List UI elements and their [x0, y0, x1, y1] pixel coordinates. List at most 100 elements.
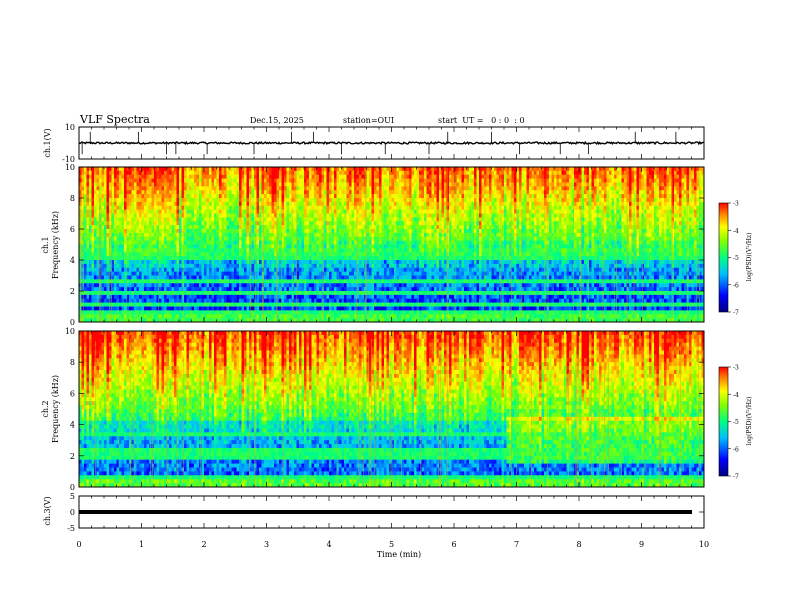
ch1-spectrogram-cell — [509, 229, 512, 234]
ch1-spectrogram-cell — [639, 236, 642, 242]
ch1-spectrogram-cell — [261, 174, 265, 180]
ch1-spectrogram-cell — [306, 229, 310, 234]
ch1-spectrogram-cell — [649, 213, 652, 218]
ch1-spectrogram-cell — [156, 236, 160, 242]
ch1-spectrogram-cell — [449, 182, 452, 187]
ch1-spectrogram-cell — [614, 229, 617, 234]
ch1-spectrogram-cell — [264, 190, 267, 195]
ch1-spectrogram-cell — [379, 213, 382, 218]
ch1-spectrogram-cell — [601, 174, 605, 180]
ch1-spectrogram-cell — [616, 170, 620, 176]
ch1-spectrogram-cell — [181, 186, 185, 191]
ch1-spectrogram-cell — [124, 167, 127, 172]
ch1-spectrogram-cell — [109, 170, 112, 176]
ch1-spectrogram-cell — [176, 194, 180, 199]
ch1-spectrogram-cell — [244, 201, 247, 207]
ch1-spectrogram-cell — [91, 221, 95, 226]
ch1-spectrogram-cell — [106, 167, 110, 172]
ch1-spectrogram-cell — [186, 232, 190, 238]
ch1-spectrogram-cell — [256, 236, 260, 242]
ch1-spectrogram-cell — [124, 194, 127, 199]
ch1-spectrogram-cell — [339, 174, 342, 180]
ch1-spectrogram-cell — [204, 229, 207, 234]
ch1-spectrogram-cell — [369, 190, 372, 195]
ch1-spectrogram-cell — [631, 213, 635, 218]
ch1-spectrogram-cell — [126, 178, 130, 183]
ch1-spectrogram-cell — [191, 205, 195, 211]
ch1-spectrogram-cell — [396, 190, 400, 195]
ch1-spectrogram-cell — [349, 240, 352, 245]
ch1-spectrogram-cell — [381, 209, 385, 214]
ch1-spectrogram-cell — [409, 186, 412, 191]
ch1-spectrogram-cell — [429, 170, 432, 176]
ch1-spectrogram-cell — [671, 232, 675, 238]
ch1-spectrogram-cell — [154, 213, 157, 218]
ch1-spectrogram-cell — [356, 170, 360, 176]
ch1-spectrogram-cell — [214, 194, 217, 199]
ch1-spectrogram-cell — [361, 240, 365, 245]
ch1-spectrogram-cell — [111, 213, 115, 218]
ch1-spectrogram-cell — [361, 201, 365, 207]
ch1-spectrogram-cell — [149, 170, 152, 176]
ch1-spectrogram-cell — [646, 198, 650, 203]
ch1-spectrogram-cell — [341, 236, 345, 242]
ch1-spectrogram-cell — [106, 174, 110, 180]
ch1-spectrogram-cell — [371, 198, 375, 203]
ch1-spectrogram-cell — [164, 190, 167, 195]
ch1-spectrogram-cell — [244, 194, 247, 199]
ch1-spectrogram-cell — [351, 205, 355, 211]
ch1-spectrogram-cell — [669, 201, 672, 207]
ch1-spectrogram-cell — [536, 174, 540, 180]
ch1-spectrogram-cell — [284, 194, 287, 199]
ch1-spectrogram-cell — [276, 178, 280, 183]
ch1-spectrogram-cell — [164, 240, 167, 245]
ch1-spectrogram-cell — [479, 190, 482, 195]
ch1-spectrogram-cell — [306, 217, 310, 222]
ch1-spectrogram-cell — [686, 209, 690, 214]
ch1-spectrogram-cell — [224, 213, 227, 218]
ch1-spectrogram-cell — [641, 201, 645, 207]
ch1-spectrogram-cell — [456, 217, 460, 222]
ch1-spectrogram-cell — [399, 221, 402, 226]
ch1-spectrogram-cell — [359, 194, 362, 199]
ch1-spectrogram-cell — [506, 201, 510, 207]
ch1-spectrogram-cell — [576, 170, 580, 176]
ch1-spectrogram-cell — [99, 194, 102, 199]
ch1-spectrogram-cell — [666, 236, 670, 242]
ch1-spectrogram-cell — [691, 221, 695, 226]
ch1-spectrogram-cell — [696, 213, 700, 218]
ch1-spectrogram-cell — [196, 167, 200, 172]
ch1-spectrogram-cell — [214, 198, 217, 203]
ch1-spectrogram-cell — [674, 174, 677, 180]
ch1-spectrogram-cell — [226, 240, 230, 245]
ch1-spectrogram-cell — [664, 209, 667, 214]
ch1-spectrogram-cell — [589, 174, 592, 180]
ch1-spectrogram-cell — [426, 221, 430, 226]
ch1-spectrogram-cell — [686, 190, 690, 195]
ch1-spectrogram-cell — [536, 194, 540, 199]
ch1-spectrogram-cell — [394, 174, 397, 180]
ch1-spectrogram-cell — [651, 170, 655, 176]
ch1-spectrogram-cell — [619, 209, 622, 214]
ch1-spectrogram-cell — [676, 232, 680, 238]
ch1-spectrogram-cell — [561, 213, 565, 218]
ch1-spectrogram-cell — [86, 170, 90, 176]
ch1-spectrogram-cell — [134, 209, 137, 214]
ch1-spectrogram-cell — [144, 209, 147, 214]
ch1-spectrogram-cell — [156, 209, 160, 214]
ch1-spectrogram-cell — [104, 225, 107, 230]
ch1-waveform-ytick-label: 10 — [65, 123, 75, 132]
ch1-spectrogram-cell — [521, 174, 525, 180]
ch1-spectrogram-cell — [401, 167, 405, 172]
ch1-spectrogram-cell — [159, 236, 162, 242]
ch1-spectrogram-cell — [556, 225, 560, 230]
ch1-spectrogram-cell — [91, 201, 95, 207]
ch1-spectrogram-cell — [406, 213, 410, 218]
ch1-spectrogram-cell — [436, 167, 440, 172]
ch1-spectrogram-cell — [211, 174, 215, 180]
ch1-spectrogram-cell — [551, 217, 555, 222]
ch1-spectrogram-cell — [314, 221, 317, 226]
ch1-spectrogram-cell — [219, 174, 222, 180]
ch1-spectrogram-cell — [436, 225, 440, 230]
ch1-spectrogram-cell — [474, 236, 477, 242]
